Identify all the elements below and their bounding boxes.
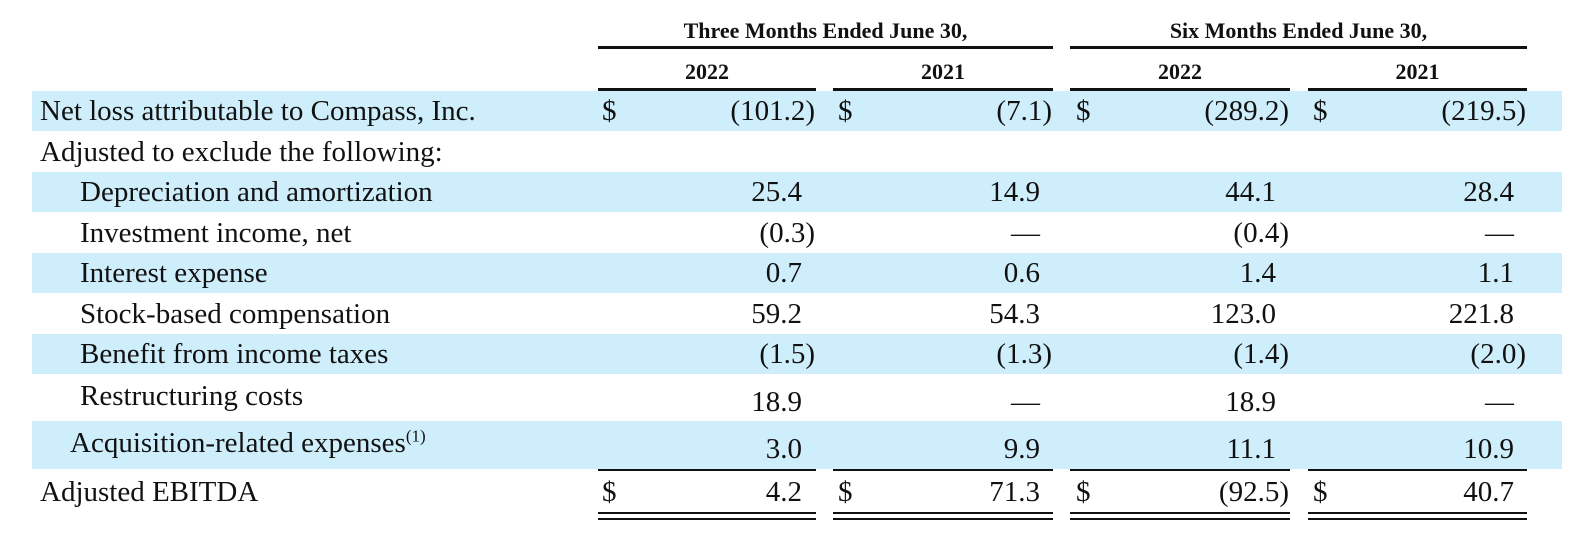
- table-row: Benefit from income taxes (1.5) (1.3) (1…: [0, 334, 1592, 374]
- value-cell: 10.9: [1463, 433, 1514, 465]
- value-cell: 71.3: [989, 476, 1040, 508]
- subtotal-rule: [1070, 469, 1290, 471]
- year-header-q-2021: 2021: [921, 59, 965, 84]
- currency-symbol: $: [602, 476, 617, 508]
- value-cell: (289.2): [1204, 95, 1289, 127]
- value-cell: 18.9: [751, 386, 802, 418]
- table-row: Interest expense 0.7 0.6 1.4 1.1: [0, 253, 1592, 293]
- currency-symbol: $: [602, 95, 617, 127]
- value-cell: 44.1: [1225, 176, 1276, 208]
- value-cell: (0.4): [1233, 217, 1289, 249]
- row-band: [32, 421, 1562, 469]
- value-cell: 59.2: [751, 298, 802, 330]
- value-cell: (92.5): [1218, 476, 1289, 508]
- currency-symbol: $: [1313, 95, 1328, 127]
- value-cell: 221.8: [1448, 298, 1514, 330]
- footnote-marker: (1): [405, 426, 426, 446]
- value-cell: —: [1485, 217, 1514, 249]
- value-cell: 1.4: [1239, 257, 1276, 289]
- value-cell: (0.3): [759, 217, 815, 249]
- subtotal-rule: [1308, 469, 1527, 471]
- value-cell: 25.4: [751, 176, 802, 208]
- row-label: Depreciation and amortization: [80, 176, 433, 208]
- subtotal-rule: [833, 469, 1053, 471]
- table-row: Restructuring costs 18.9 — 18.9 —: [0, 376, 1592, 418]
- table-row-total: Adjusted EBITDA $ 4.2 $ 71.3 $ (92.5) $ …: [0, 472, 1592, 512]
- row-band: [32, 91, 1562, 131]
- header-six-months: Six Months Ended June 30,: [1169, 18, 1428, 43]
- value-cell: (1.3): [996, 338, 1052, 370]
- year-header-q-2022: 2022: [685, 59, 729, 84]
- year-header-h-2021: 2021: [1395, 59, 1440, 84]
- total-double-rule: [833, 512, 1053, 520]
- row-label: Adjusted to exclude the following:: [40, 136, 443, 168]
- value-cell: (2.0): [1470, 338, 1526, 370]
- value-cell: (7.1): [996, 95, 1052, 127]
- row-label: Stock-based compensation: [80, 298, 391, 330]
- row-band: [32, 334, 1562, 374]
- year-rule-1: [598, 88, 816, 91]
- year-rule-4: [1308, 88, 1527, 91]
- row-label: Net loss attributable to Compass, Inc.: [40, 95, 476, 127]
- table-row: Acquisition-related expenses(1) 3.0 9.9 …: [0, 423, 1592, 465]
- row-label: Benefit from income taxes: [80, 338, 389, 370]
- value-cell: (1.5): [759, 338, 815, 370]
- value-cell: 0.7: [765, 257, 802, 289]
- value-cell: 11.1: [1226, 433, 1276, 465]
- value-cell: 14.9: [989, 176, 1040, 208]
- table-row: Investment income, net (0.3) — (0.4) —: [0, 213, 1592, 253]
- header-three-months-rule: [598, 46, 1053, 49]
- value-cell: 28.4: [1463, 176, 1514, 208]
- value-cell: (1.4): [1233, 338, 1289, 370]
- value-cell: —: [1485, 386, 1514, 418]
- total-double-rule: [598, 512, 816, 520]
- subtotal-rule: [598, 469, 816, 471]
- value-cell: 4.2: [765, 476, 802, 508]
- value-cell: 123.0: [1210, 298, 1276, 330]
- row-band: [32, 172, 1562, 212]
- value-cell: —: [1011, 217, 1040, 249]
- row-label: Investment income, net: [80, 217, 352, 249]
- row-label: Acquisition-related expenses(1): [70, 423, 426, 463]
- value-cell: (101.2): [730, 95, 815, 127]
- row-band: [32, 253, 1562, 293]
- table-row: Depreciation and amortization 25.4 14.9 …: [0, 172, 1592, 212]
- value-cell: (219.5): [1441, 95, 1526, 127]
- row-label: Interest expense: [80, 257, 268, 289]
- table-row: Net loss attributable to Compass, Inc. $…: [0, 91, 1592, 131]
- header-six-months-rule: [1070, 46, 1527, 49]
- currency-symbol: $: [1076, 95, 1091, 127]
- value-cell: 54.3: [989, 298, 1040, 330]
- total-double-rule: [1308, 512, 1527, 520]
- value-cell: 40.7: [1463, 476, 1514, 508]
- year-rule-3: [1070, 88, 1290, 91]
- header-three-months: Three Months Ended June 30,: [683, 18, 968, 43]
- year-rule-2: [833, 88, 1053, 91]
- currency-symbol: $: [1313, 476, 1328, 508]
- total-double-rule: [1070, 512, 1290, 520]
- value-cell: 18.9: [1225, 386, 1276, 418]
- value-cell: —: [1011, 386, 1040, 418]
- value-cell: 9.9: [1003, 433, 1040, 465]
- currency-symbol: $: [1076, 476, 1091, 508]
- row-label: Restructuring costs: [80, 380, 304, 412]
- currency-symbol: $: [838, 476, 853, 508]
- value-cell: 1.1: [1477, 257, 1514, 289]
- currency-symbol: $: [838, 95, 853, 127]
- table-row: Adjusted to exclude the following:: [0, 132, 1592, 172]
- value-cell: 0.6: [1003, 257, 1040, 289]
- table-row: Stock-based compensation 59.2 54.3 123.0…: [0, 294, 1592, 334]
- year-header-h-2022: 2022: [1158, 59, 1202, 84]
- row-label-text: Acquisition-related expenses: [70, 427, 406, 459]
- row-label: Adjusted EBITDA: [40, 476, 259, 508]
- value-cell: 3.0: [765, 433, 802, 465]
